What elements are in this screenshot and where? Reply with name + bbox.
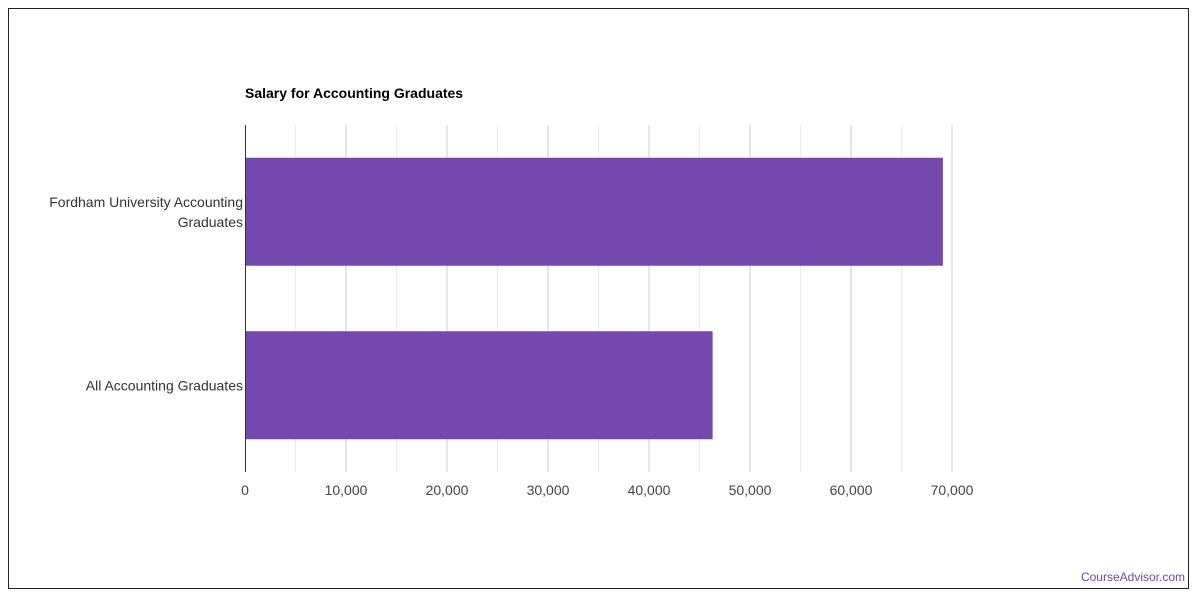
labels: Fordham University Accounting Graduates Al…: [49, 194, 973, 498]
bar-0[interactable]: [245, 157, 943, 266]
category-label: Graduates: [178, 214, 243, 230]
x-tick-label: 0: [241, 482, 249, 498]
x-tick-label: 70,000: [931, 482, 974, 498]
x-tick-label: 30,000: [527, 482, 570, 498]
x-tick-label: 40,000: [628, 482, 671, 498]
bars: [245, 157, 943, 440]
x-tick-label: 50,000: [729, 482, 772, 498]
bar-1[interactable]: [245, 331, 713, 440]
chart-title: Salary for Accounting Graduates: [245, 85, 464, 101]
source-watermark[interactable]: CourseAdvisor.com: [1080, 570, 1185, 584]
x-tick-label: 60,000: [830, 482, 873, 498]
category-label: Fordham University Accounting: [49, 194, 243, 210]
x-tick-label: 10,000: [325, 482, 368, 498]
x-tick-label: 20,000: [426, 482, 469, 498]
category-label: All Accounting Graduates: [86, 377, 243, 393]
